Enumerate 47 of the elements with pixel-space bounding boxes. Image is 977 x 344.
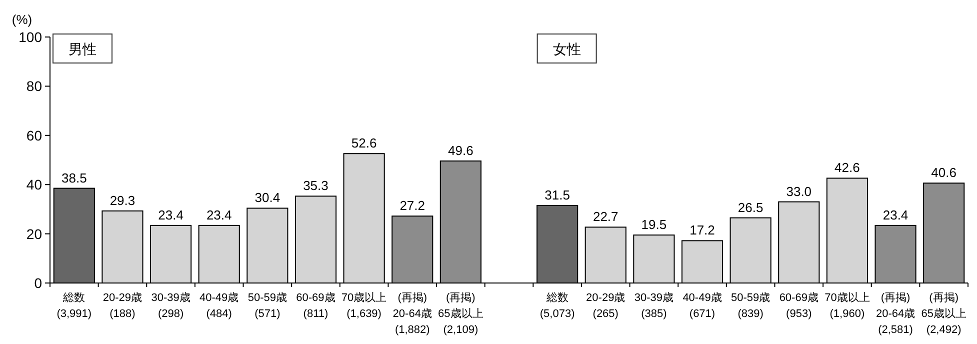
y-tick-label: 40 [26, 176, 42, 193]
annotation: 男性 [52, 34, 112, 64]
data-label: 38.5 [62, 170, 87, 186]
x-tick-label: (再掲) 20-64歳 (2,581) [876, 292, 916, 336]
y-tick-label: 80 [26, 78, 42, 94]
data-label: 22.7 [592, 209, 618, 224]
x-tick-label: (再掲) 65歳以上 (2,492) [921, 292, 966, 336]
y-tick-label: 60 [26, 127, 42, 144]
data-label: 35.3 [303, 178, 328, 194]
y-tick-label: 20 [26, 226, 42, 242]
data-label: 42.6 [834, 160, 860, 176]
x-tick-label: 70歳以上 (1,960) [824, 291, 870, 320]
x-tick-label: 総数 (5,073) [540, 292, 575, 320]
y-axis-title: (%) [12, 12, 32, 27]
x-tick-label: 50-59歳 (571) [248, 291, 287, 320]
x-tick-label: 50-59歳 (839) [731, 291, 770, 320]
data-label: 27.2 [400, 198, 426, 214]
x-tick-label: 60-69歳 (811) [296, 291, 336, 320]
data-label: 33.0 [786, 184, 812, 199]
data-label: 23.4 [882, 207, 908, 222]
data-label: 52.6 [351, 136, 377, 151]
x-tick-label: 20-29歳 (265) [586, 291, 626, 320]
x-tick-label: 40-49歳 (671) [682, 291, 722, 320]
x-tick-label: 60-69歳 (953) [779, 291, 818, 320]
x-tick-label: 30-39歳 (298) [151, 291, 190, 320]
data-label: 26.5 [738, 200, 764, 215]
x-tick-label: 40-49歳 (484) [200, 291, 239, 320]
data-label: 49.6 [448, 142, 474, 158]
x-tick-label: (再掲) 20-64歳 (1,882) [392, 292, 432, 336]
data-label: 40.6 [931, 165, 956, 180]
data-label: 17.2 [690, 222, 715, 238]
data-label: 31.5 [544, 188, 570, 203]
data-label: 29.3 [110, 192, 136, 208]
data-label: 23.4 [158, 207, 184, 222]
x-tick-label: 総数 (3,991) [56, 292, 92, 320]
data-label: 30.4 [254, 190, 280, 206]
data-label: 23.4 [206, 207, 232, 222]
y-tick-label: 100 [18, 29, 42, 45]
x-tick-label: (再掲) 65歳以上 (2,109) [438, 292, 484, 336]
x-tick-label: 70歳以上 (1,639) [341, 291, 387, 320]
annotation: 女性 [536, 34, 597, 64]
x-tick-label: 20-29歳 (188) [102, 291, 142, 320]
data-label: 19.5 [641, 217, 667, 232]
annotation: 女性 [552, 41, 581, 57]
y-tick-label: 0 [34, 275, 42, 291]
annotation: 男性 [68, 41, 96, 57]
x-tick-label: 30-39歳 (385) [634, 291, 674, 320]
